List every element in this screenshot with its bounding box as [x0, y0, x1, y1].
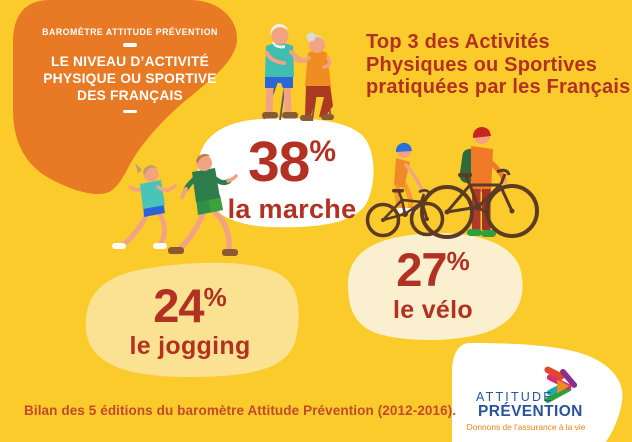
stat-marche: 38% la marche [200, 134, 384, 225]
stat-velo-unit: % [446, 246, 470, 276]
stat-velo-number: 27 [396, 243, 447, 296]
jogging-blob [85, 262, 299, 377]
orange-badge-blob [13, 0, 238, 195]
marche-blob [198, 118, 374, 228]
badge-title-line: LE NIVEAU D’ACTIVITÉ [50, 53, 210, 69]
logo-corner-blob [452, 343, 623, 442]
stat-velo-label: le vélo [393, 296, 473, 324]
jogger-woman [112, 163, 177, 249]
badge-title-line: DES FRANÇAIS [77, 87, 183, 103]
velo-blob [348, 233, 523, 341]
walker-woman [293, 32, 334, 122]
logo-name-line2: PRÉVENTION [478, 403, 583, 420]
illustration-elderly-walkers [262, 23, 334, 122]
main-title: Top 3 des Activités Physiques ou Sportiv… [366, 31, 630, 99]
logo-tagline: Donnons de l’assurance à la vie [466, 422, 586, 432]
main-title-line: Physiques ou Sportives [366, 53, 598, 76]
badge-title: LE NIVEAU D’ACTIVITÉ PHYSIQUE OU SPORTIV… [36, 53, 224, 104]
divider-dash [123, 43, 137, 47]
large-bicycle [420, 168, 539, 239]
stat-marche-value: 38% [200, 134, 384, 191]
divider-dash [123, 109, 137, 113]
play-arrow-triangle-icon [544, 366, 578, 403]
main-title-line: pratiquées par les Français [366, 76, 631, 98]
source-note: Bilan des 5 éditions du baromètre Attitu… [24, 403, 457, 418]
stat-jogging: 24% le jogging [98, 282, 282, 361]
logo-name-line1: ATTITUDE [476, 390, 554, 404]
small-bicycle [365, 189, 445, 238]
stat-marche-number: 38 [247, 130, 310, 194]
stat-jogging-unit: % [203, 282, 227, 312]
badge-kicker: BAROMÈTRE ATTITUDE PRÉVENTION [42, 27, 218, 37]
illustration-cyclists [365, 127, 539, 239]
stat-marche-label: la marche [227, 194, 357, 224]
stat-velo-value: 27% [341, 246, 525, 293]
stat-jogging-value: 24% [98, 282, 282, 329]
jogger-man [168, 153, 238, 256]
illustration-joggers [112, 153, 238, 256]
stat-jogging-number: 24 [153, 279, 204, 332]
stat-velo: 27% le vélo [341, 246, 525, 325]
walker-man [262, 23, 308, 121]
main-title-line: Top 3 des Activités [366, 31, 550, 53]
stat-jogging-label: le jogging [129, 332, 251, 360]
header-badge: BAROMÈTRE ATTITUDE PRÉVENTION LE NIVEAU … [36, 27, 224, 119]
badge-title-line: PHYSIQUE OU SPORTIVE [43, 70, 217, 86]
attitude-prevention-logo: ATTITUDE PRÉVENTION Donnons de l’assuran… [464, 366, 614, 442]
stat-marche-unit: % [309, 135, 337, 168]
